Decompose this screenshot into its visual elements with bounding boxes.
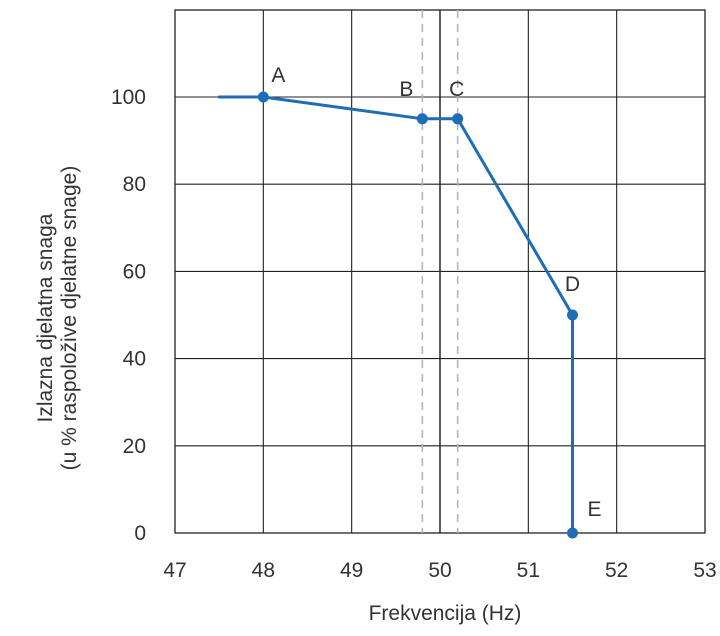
x-tick-label-51: 51 xyxy=(517,559,540,582)
reference-lines-layer xyxy=(421,10,459,533)
y-tick-label-20: 20 xyxy=(123,435,146,458)
y-tick-label-60: 60 xyxy=(123,260,146,283)
point-e xyxy=(567,527,578,539)
point-c xyxy=(452,113,464,125)
y-tick-label-80: 80 xyxy=(123,173,146,196)
series-line-0 xyxy=(217,95,574,535)
y-axis-title: Izlazna djelatna snaga (u % raspoložive … xyxy=(34,166,81,471)
point-label-c: C xyxy=(449,78,464,101)
point-label-d: D xyxy=(565,273,580,296)
x-tick-label-50: 50 xyxy=(428,559,451,582)
x-tick-label-53: 53 xyxy=(693,559,716,582)
y-tick-label-40: 40 xyxy=(123,348,146,371)
x-axis-title: Frekvencija (Hz) xyxy=(369,602,522,625)
point-d xyxy=(567,309,578,321)
points-layer: A B C D E xyxy=(257,64,602,539)
x-tick-label-47: 47 xyxy=(163,559,186,582)
y-tick-label-100: 100 xyxy=(111,86,146,109)
x-tick-label-48: 48 xyxy=(252,559,275,582)
point-label-a: A xyxy=(271,64,285,87)
point-label-e: E xyxy=(587,498,601,521)
point-a xyxy=(257,91,269,103)
x-tick-label-49: 49 xyxy=(340,559,363,582)
x-tick-label-52: 52 xyxy=(605,559,628,582)
y-axis-title-line-2: (u % raspoložive djelatne snage) xyxy=(58,166,81,471)
ticks-layer: 47 48 49 50 51 52 53 0 20 40 60 80 100 xyxy=(111,86,717,582)
series-layer xyxy=(217,95,574,535)
point-label-b: B xyxy=(399,78,413,101)
point-b xyxy=(416,113,428,125)
y-tick-label-0: 0 xyxy=(134,522,146,545)
y-axis-title-line-1: Izlazna djelatna snaga xyxy=(34,213,57,422)
